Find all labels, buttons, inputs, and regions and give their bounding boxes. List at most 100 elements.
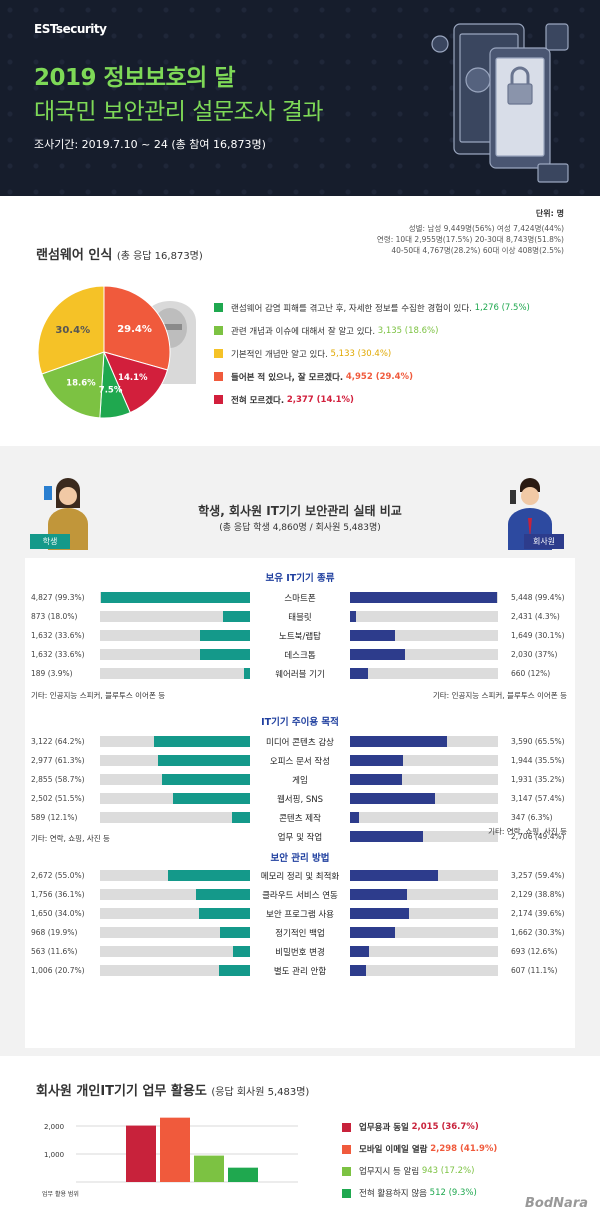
worker-value: 607 (11.1%) xyxy=(511,966,558,975)
legend-item: 들어본 적 있으나, 잘 모르겠다. 4,952 (29.4%) xyxy=(214,365,530,388)
category-label: 웨어러블 기기 xyxy=(275,670,325,680)
category-label: 노트북/랩탑 xyxy=(279,632,321,642)
student-value: 1,006 (20.7%) xyxy=(31,966,85,975)
legend-item: 업무지시 등 알림 943 (17.2%) xyxy=(342,1160,497,1182)
comparison-row: 873 (18.0%) 태블릿 2,431 (4.3%) xyxy=(25,611,575,623)
worker-bar xyxy=(350,630,395,641)
legend-swatch xyxy=(214,372,223,381)
student-bar xyxy=(153,736,250,747)
worker-bar-track xyxy=(350,908,498,919)
worker-bar xyxy=(350,668,368,679)
student-bar-track xyxy=(100,793,250,804)
legend-item: 전혀 모르겠다. 2,377 (14.1%) xyxy=(214,388,530,411)
worker-value: 1,931 (35.2%) xyxy=(511,775,565,784)
title-line2: 대국민 보안관리 설문조사 결과 xyxy=(34,99,324,125)
worker-value: 2,030 (37%) xyxy=(511,650,558,659)
worker-note: 기타: 연락, 쇼핑, 사진 등 xyxy=(488,827,567,836)
phone-security-illustration-icon xyxy=(431,23,569,183)
comparison-card: 보유 IT기기 종류 4,827 (99.3%) 스마트폰 5,448 (99.4%)… xyxy=(25,558,575,1048)
legend-swatch xyxy=(214,326,223,335)
header-banner: ESTsecurity 2019 정보보호의 달 대국민 보안관리 설문조사 결… xyxy=(0,0,600,196)
student-bar-track xyxy=(100,946,250,957)
comparison-row: 968 (19.9%) 정기적인 백업 1,662 (30.3%) xyxy=(25,927,575,939)
student-bar-track xyxy=(100,755,250,766)
worker-bar xyxy=(350,774,403,785)
student-bar xyxy=(232,946,250,957)
worker-value: 660 (12%) xyxy=(511,669,551,678)
worker-bar-track xyxy=(350,774,498,785)
student-value: 968 (19.9%) xyxy=(31,928,78,937)
student-bar xyxy=(244,668,250,679)
worker-bar-track xyxy=(350,611,498,622)
comparison-row: 3,122 (64.2%) 미디어 콘텐츠 감상 3,590 (65.5%) xyxy=(25,736,575,748)
comparison-row: 2,855 (58.7%) 게임 1,931 (35.2%) xyxy=(25,774,575,786)
legend-item: 랜섬웨어 감염 피해를 겪고난 후, 자세한 정보를 수집한 경험이 있다. 1… xyxy=(214,296,530,319)
legend-label: 모바일 이메일 열람 xyxy=(359,1145,428,1155)
legend-swatch xyxy=(342,1144,351,1154)
worker-bar xyxy=(350,736,447,747)
student-bar xyxy=(199,908,250,919)
worker-bar xyxy=(350,812,360,823)
legend-value: 3,135 (18.6%) xyxy=(377,325,439,336)
worker-bar xyxy=(350,831,424,842)
worker-value: 3,590 (65.5%) xyxy=(511,737,565,746)
student-bar-track xyxy=(100,889,250,900)
category-label: 오피스 문서 작성 xyxy=(269,757,331,767)
legend-value: 4,952 (29.4%) xyxy=(345,371,413,382)
worker-bar xyxy=(350,908,409,919)
comparison-row: 4,827 (99.3%) 스마트폰 5,448 (99.4%) xyxy=(25,592,575,604)
category-label: 정기적인 백업 xyxy=(275,929,325,939)
comparison-row: 589 (12.1%) 콘텐츠 제작 347 (6.3%) xyxy=(25,812,575,824)
category-label: 콘텐츠 제작 xyxy=(279,814,321,824)
student-bar-track xyxy=(100,774,250,785)
legend-value: 1,276 (7.5%) xyxy=(474,302,530,313)
student-value: 2,672 (55.0%) xyxy=(31,871,85,880)
pie-slice-label: 14.1% xyxy=(118,373,148,383)
pie-slice xyxy=(103,285,171,371)
legend-value: 512 (9.3%) xyxy=(429,1188,477,1198)
student-bar xyxy=(195,889,250,900)
category-label: 미디어 콘텐츠 감상 xyxy=(266,738,334,748)
business-bar xyxy=(160,1117,190,1182)
student-value: 4,827 (99.3%) xyxy=(31,593,85,602)
ransomware-pie-chart: 29.4% 14.1% 7.5%18.6% 30.4% xyxy=(37,285,196,419)
legend-swatch xyxy=(342,1166,351,1176)
group-title: IT기기 주이용 목적 xyxy=(261,717,339,728)
ransomware-section: 단위: 명 성별: 남성 9,449명(56%) 여성 7,424명(44%) … xyxy=(0,196,600,446)
comparison-row: 563 (11.6%) 비밀번호 변경 693 (12.6%) xyxy=(25,946,575,958)
business-bar xyxy=(194,1155,224,1182)
worker-bar-track xyxy=(350,668,498,679)
worker-value: 2,129 (38.8%) xyxy=(511,890,565,899)
worker-bar xyxy=(350,946,369,957)
student-value: 2,502 (51.5%) xyxy=(31,794,85,803)
business-use-legend: 업무용과 동일 2,015 (36.7%) 모바일 이메일 열람 2,298 (4… xyxy=(342,1116,497,1204)
group-title: 보안 관리 방법 xyxy=(270,853,330,864)
legend-swatch xyxy=(214,303,223,312)
pie-slice-label: 29.4% xyxy=(117,324,152,335)
category-label: 메모리 정리 및 최적화 xyxy=(260,872,340,882)
group-title: 보유 IT기기 종류 xyxy=(265,573,335,584)
x-axis-label: 업무 활용 범위 xyxy=(42,1190,79,1198)
demographics-line: 성별: 남성 9,449명(56%) 여성 7,424명(44%) xyxy=(408,224,564,233)
pie-slice-label: 7.5% xyxy=(99,386,123,396)
student-value: 3,122 (64.2%) xyxy=(31,737,85,746)
worker-bar-track xyxy=(350,630,498,641)
student-value: 2,977 (61.3%) xyxy=(31,756,85,765)
worker-bar-track xyxy=(350,793,498,804)
estsecurity-logo: ESTsecurity xyxy=(34,22,107,36)
business-use-bar-chart: 2,000 1,000 업무 활용 범위 xyxy=(36,1112,306,1208)
legend-label: 업무지시 등 알림 xyxy=(359,1167,420,1177)
student-bar xyxy=(172,793,250,804)
comparison-row: 업무 및 작업 2,706 (49.4%) xyxy=(25,831,575,843)
worker-value: 1,649 (30.1%) xyxy=(511,631,565,640)
y-tick-label: 2,000 xyxy=(44,1123,64,1131)
demographics-line: 40-50대 4,767명(28.2%) 60대 이상 408명(2.5%) xyxy=(391,246,564,255)
category-label: 웹서핑, SNS xyxy=(276,795,323,805)
business-use-title: 회사원 개인IT기기 업무 활용도 (응답 회사원 5,483명) xyxy=(36,1084,310,1099)
student-bar-track xyxy=(100,630,250,641)
student-value: 873 (18.0%) xyxy=(31,612,78,621)
student-bar xyxy=(101,592,250,603)
student-value: 1,632 (33.6%) xyxy=(31,650,85,659)
business-use-section: 회사원 개인IT기기 업무 활용도 (응답 회사원 5,483명) 2,000 … xyxy=(0,1056,600,1217)
ransomware-legend: 랜섬웨어 감염 피해를 겪고난 후, 자세한 정보를 수집한 경험이 있다. 1… xyxy=(214,296,530,411)
